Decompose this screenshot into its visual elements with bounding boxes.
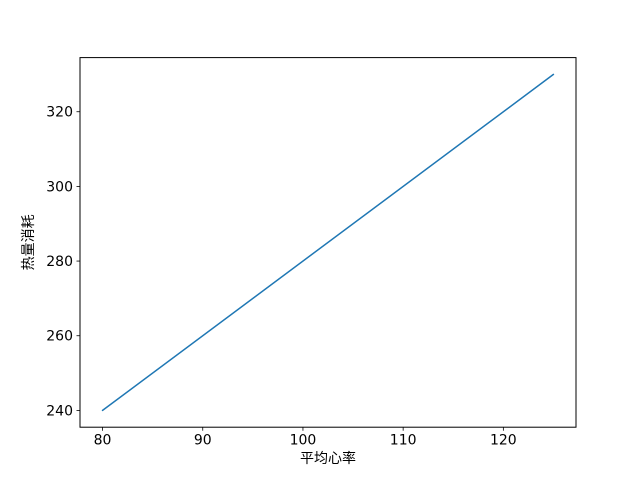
- y-axis-label: 热量消耗: [21, 214, 37, 270]
- y-tick-label: 240: [46, 403, 73, 419]
- data-line-calories-vs-heart-rate: [101, 73, 555, 412]
- y-tick-label: 280: [46, 254, 73, 270]
- x-tick-label: 80: [94, 433, 112, 449]
- x-axis-label: 平均心率: [300, 450, 356, 467]
- y-tick-label: 300: [46, 179, 73, 195]
- x-tick-label: 90: [194, 433, 212, 449]
- y-tick-label: 260: [46, 329, 73, 345]
- x-tick-label: 110: [390, 433, 417, 449]
- x-tick-label: 100: [290, 433, 317, 449]
- x-tick-label: 120: [490, 433, 517, 449]
- plot-border: [79, 57, 577, 428]
- y-tick-label: 320: [46, 105, 73, 121]
